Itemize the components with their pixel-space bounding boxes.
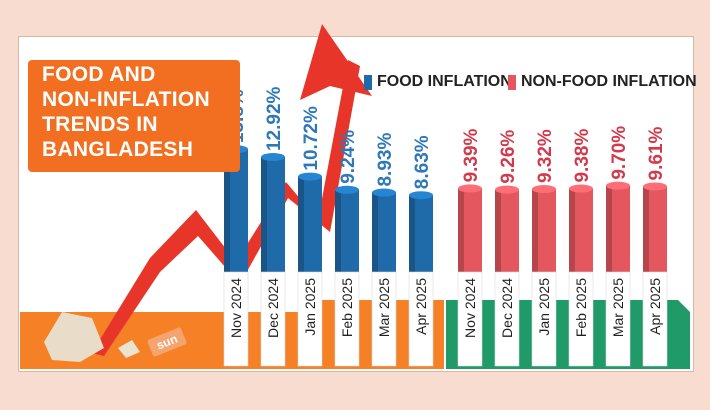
bar-shade — [335, 189, 341, 272]
label-card — [457, 271, 483, 367]
category-label: Apr 2025 — [647, 278, 663, 335]
bar-cap — [606, 181, 630, 190]
bar-shade — [224, 149, 230, 272]
bar-cap — [409, 191, 433, 200]
nonfood-bar-group: Mar 2025 9.70% — [605, 126, 631, 367]
ground-chip — [118, 340, 140, 358]
label-card — [605, 271, 631, 367]
category-label: Mar 2025 — [610, 278, 626, 337]
category-label: Dec 2024 — [499, 278, 515, 338]
trend-arrow-body — [78, 60, 360, 356]
value-label: 9.26% — [498, 130, 519, 184]
label-card — [531, 271, 557, 367]
food-bar-group: Apr 2025 8.63% — [408, 135, 434, 367]
legend-food-label: FOOD INFLATION — [377, 73, 512, 90]
nonfood-bar-group: Dec 2024 9.26% — [494, 130, 520, 367]
bar-cap — [298, 172, 322, 181]
title-line-3: TRENDS IN — [42, 113, 158, 136]
bar-shade — [606, 185, 612, 272]
trend-arrow-graphic — [44, 24, 372, 362]
bar-cap — [569, 184, 593, 193]
value-label: 10.72% — [301, 106, 322, 171]
bar-shade — [372, 192, 378, 272]
title-line-1: FOOD AND — [42, 63, 156, 86]
value-label: 9.32% — [535, 129, 556, 183]
bar-shade — [495, 189, 501, 272]
bar-shade — [298, 176, 304, 272]
value-label: 12.92% — [264, 86, 285, 151]
legend-nonfood: NON-FOOD INFLATION — [508, 71, 697, 93]
legend-nonfood-label: NON-FOOD INFLATION — [521, 73, 697, 90]
label-card — [568, 271, 594, 367]
bar-cap — [643, 182, 667, 191]
bar-cap — [335, 185, 359, 194]
food-bar-group: Jan 2025 10.72% — [297, 106, 323, 367]
category-label: Mar 2025 — [376, 278, 392, 337]
label-card — [334, 271, 360, 367]
nonfood-bar-group: Nov 2024 9.39% — [457, 128, 483, 367]
legend-food-swatch — [364, 74, 372, 90]
broken-ground-rock — [44, 312, 104, 362]
label-card — [494, 271, 520, 367]
label-card — [223, 271, 249, 367]
title-line-4: BANGLADESH — [42, 138, 194, 161]
value-label: 9.38% — [572, 129, 593, 183]
bar-cap — [372, 188, 396, 197]
nonfood-bar-group: Apr 2025 9.61% — [642, 126, 668, 367]
nonfood-bar-group: Feb 2025 9.38% — [568, 129, 594, 367]
bar-cap — [458, 184, 482, 193]
value-label: 8.63% — [412, 135, 433, 189]
category-label: Feb 2025 — [573, 278, 589, 337]
nonfood-bar-group: Jan 2025 9.32% — [531, 129, 557, 367]
value-label: 9.61% — [646, 126, 667, 180]
bar-shade — [409, 195, 415, 272]
bar-shade — [643, 186, 649, 272]
value-label: 9.70% — [609, 126, 630, 180]
title-box — [28, 60, 240, 172]
bar-shade — [261, 157, 267, 272]
bar-shade — [532, 189, 538, 272]
category-label: Jan 2025 — [536, 278, 552, 336]
label-card — [642, 271, 668, 367]
label-card — [408, 271, 434, 367]
category-label: Feb 2025 — [339, 278, 355, 337]
bar-cap — [532, 185, 556, 194]
category-label: Nov 2024 — [462, 278, 478, 338]
category-label: Nov 2024 — [228, 278, 244, 338]
food-bar-group: Mar 2025 8.93% — [371, 133, 397, 367]
bar-shade — [569, 188, 575, 272]
value-label: 8.93% — [375, 133, 396, 187]
category-label: Apr 2025 — [413, 278, 429, 335]
label-card — [297, 271, 323, 367]
legend-food: FOOD INFLATION — [364, 71, 512, 93]
label-card — [371, 271, 397, 367]
bar-shade — [458, 188, 464, 272]
trend-arrow-head — [300, 24, 372, 100]
bar-cap — [495, 185, 519, 194]
food-bar-group: Feb 2025 9.24% — [334, 130, 360, 367]
bar-cap — [261, 153, 285, 162]
label-card — [260, 271, 286, 367]
legend-nonfood-swatch — [508, 74, 516, 90]
category-label: Dec 2024 — [265, 278, 281, 338]
food-bar-group: Dec 2024 12.92% — [260, 86, 286, 367]
category-label: Jan 2025 — [302, 278, 318, 336]
title-line-2: NON-INFLATION — [42, 88, 210, 111]
value-label: 9.24% — [338, 130, 359, 184]
value-label: 9.39% — [461, 128, 482, 182]
